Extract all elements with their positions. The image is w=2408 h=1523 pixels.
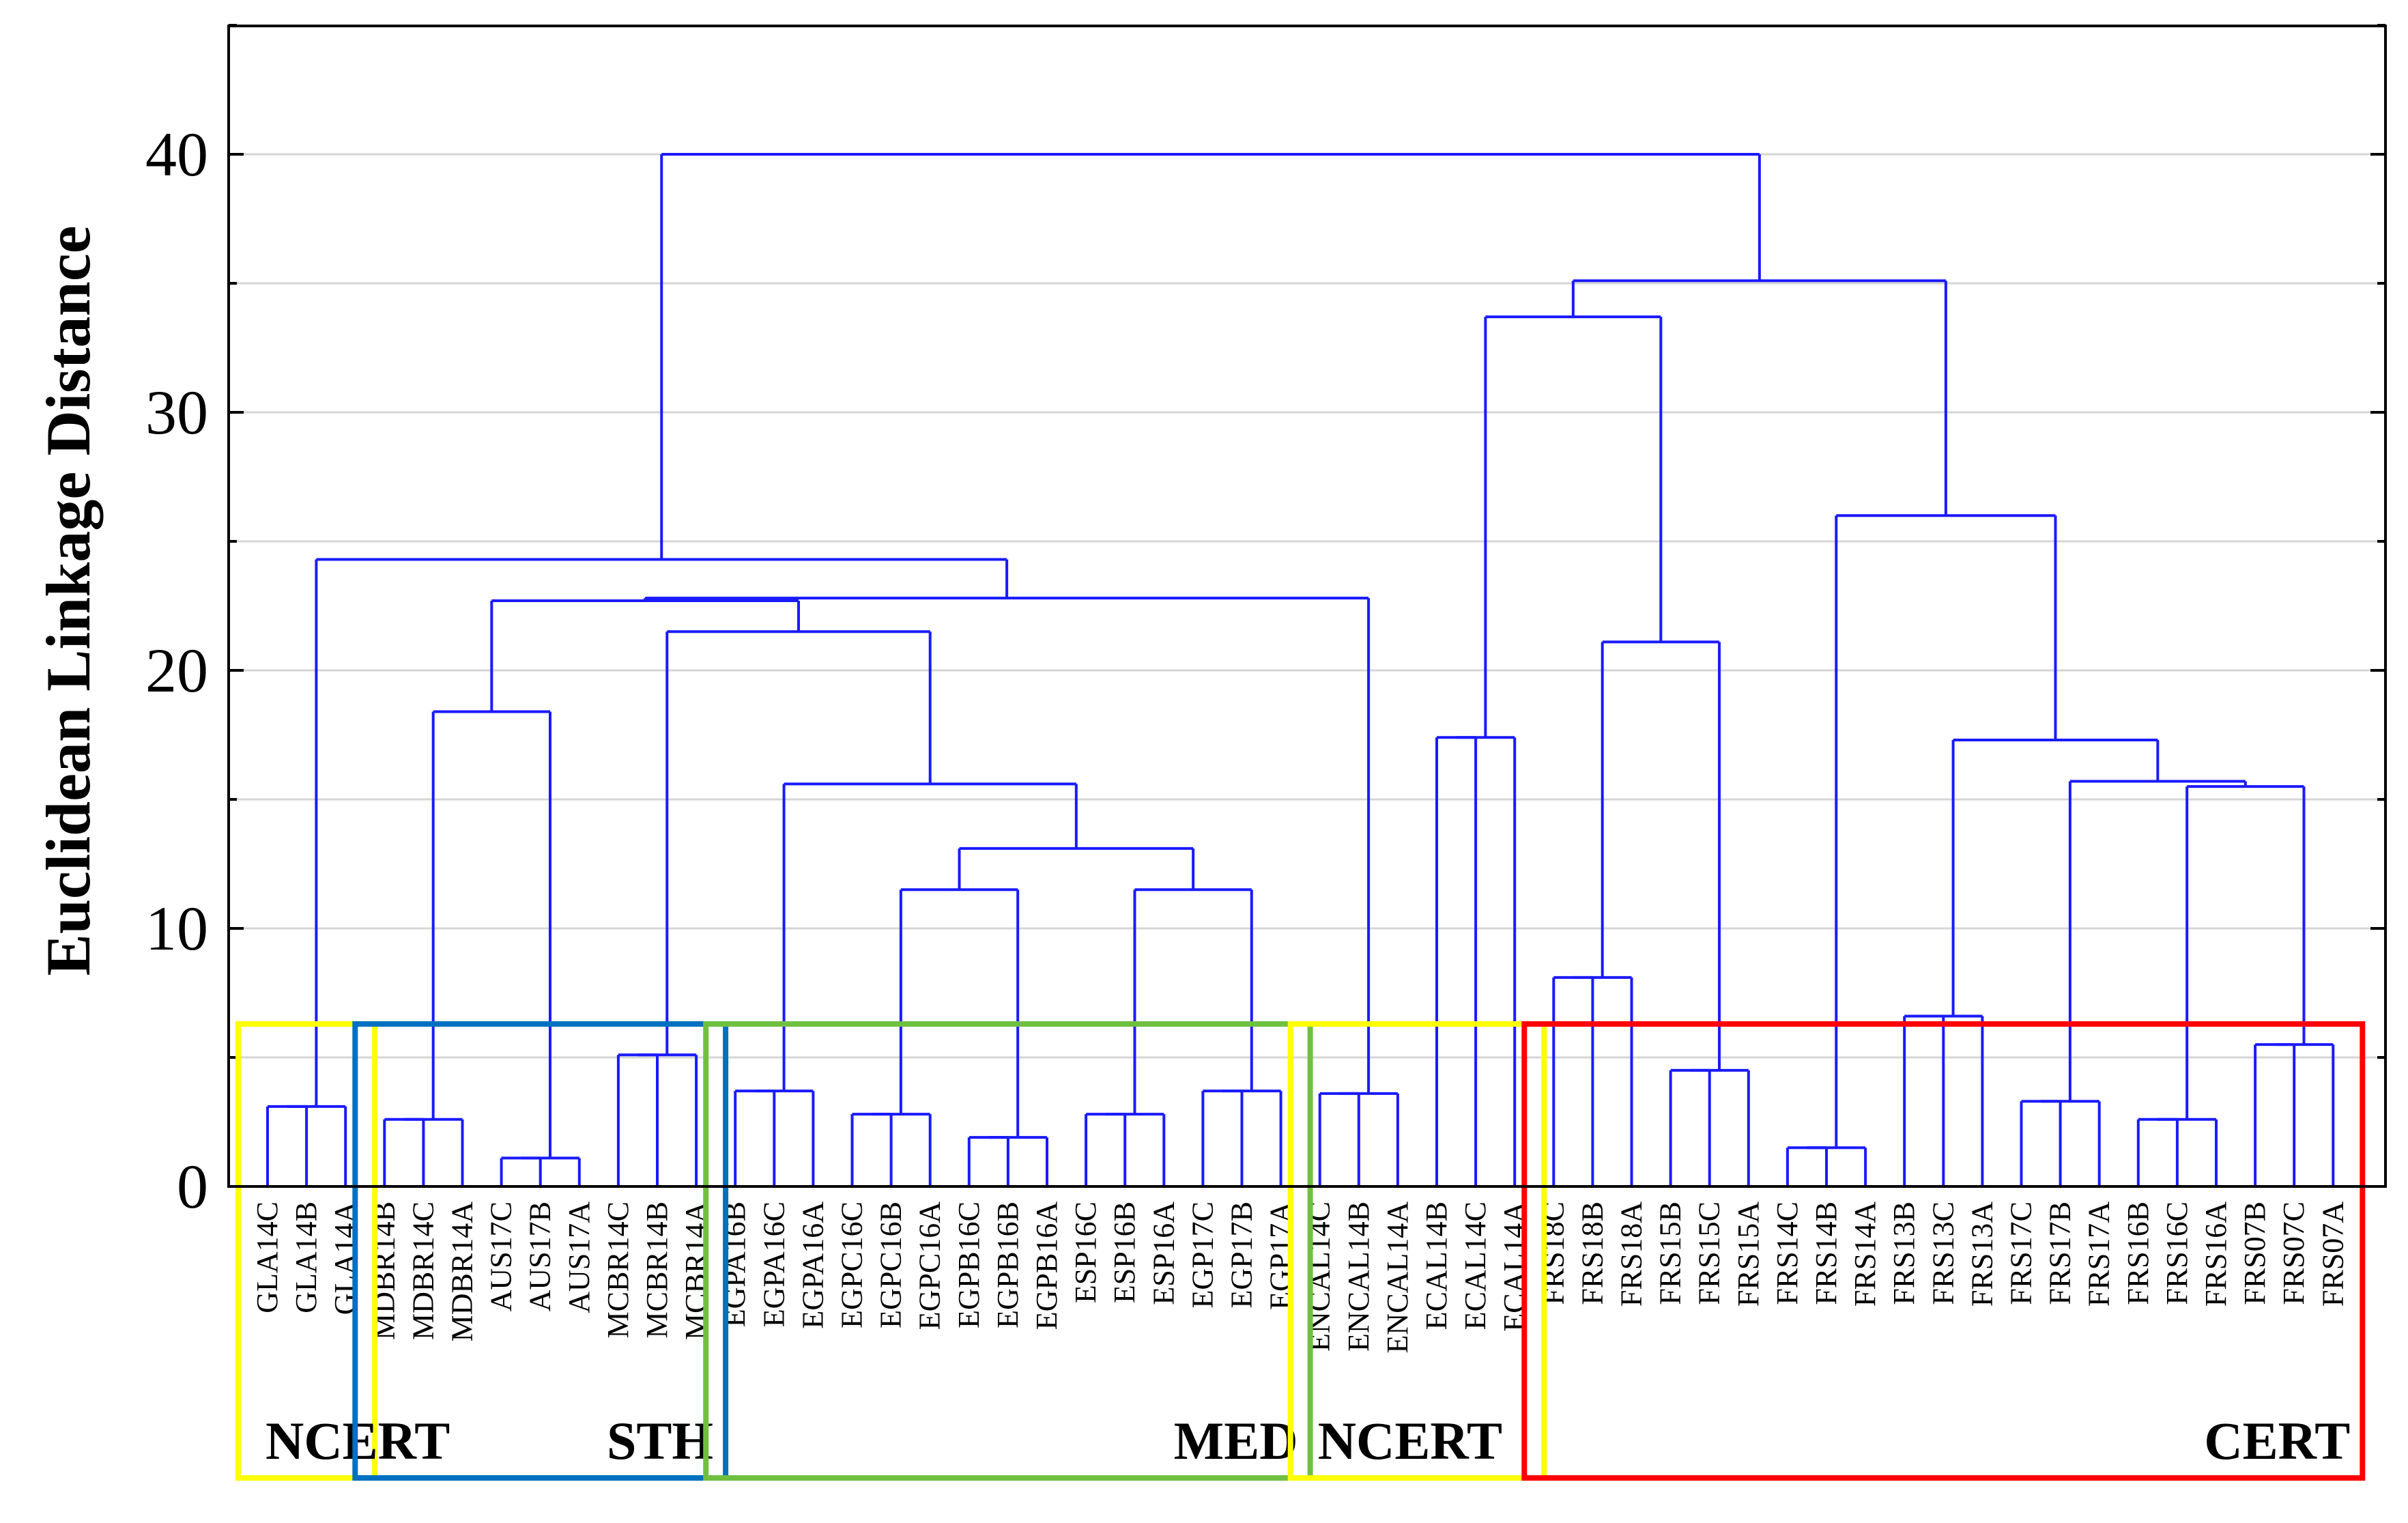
leaf-label: FRS18A [1615,1201,1648,1307]
leaf-label: FRS07C [2277,1201,2310,1305]
leaf-label: EGPA16A [796,1201,829,1329]
leaf-label: FRS17B [2044,1201,2077,1305]
leaf-label: ECAL14B [1420,1201,1453,1330]
leaf-label: FRS14C [1771,1201,1804,1305]
dendrogram-links [266,153,2335,1186]
y-tick-label: 0 [177,1152,208,1221]
leaf-label: FRS16A [2199,1201,2233,1307]
group-label: NCERT [1318,1411,1502,1470]
leaf-label: MDBR14C [406,1201,440,1340]
group-box [235,1021,378,1481]
group-box [1287,1021,1547,1481]
group-label: STH [607,1411,713,1470]
leaf-label: FRS16C [2160,1201,2194,1305]
leaf-label: FRS13A [1965,1201,1998,1307]
leaf-label: ESP16B [1108,1201,1141,1303]
leaf-label: FRS18B [1575,1201,1609,1305]
leaf-label: MDBR14A [446,1201,479,1342]
gridlines [229,153,2385,1059]
leaf-label: EGPA16C [757,1201,790,1327]
group-label: MED [1174,1411,1298,1470]
leaf-label: EGPC16A [913,1201,947,1330]
leaf-label: EGPC16B [874,1201,908,1328]
leaf-label: FRS17A [2082,1201,2116,1307]
plot-frame [227,25,2387,1188]
group-label: CERT [2204,1411,2350,1470]
leaf-label: GLA14C [250,1201,284,1313]
leaf-labels: GLA14C GLA14B GLA14A MDBR14B MDBR14C MDBR14A A… [250,1201,2349,1354]
leaf-label: EGPB16C [952,1201,986,1328]
group-boxes: NCERT STH MED NCERT CERT [235,1021,2366,1481]
leaf-label: MCBR14B [640,1201,674,1339]
y-tick-label: 20 [145,636,208,705]
leaf-label: EGP17B [1225,1201,1259,1308]
leaf-label: FRS13B [1887,1201,1921,1305]
leaf-label: AUS17B [524,1201,557,1311]
leaf-label: FRS16B [2121,1201,2155,1305]
leaf-label: EGPB16B [991,1201,1024,1328]
leaf-label: EGPC16C [835,1201,869,1328]
y-tick-label: 40 [145,119,208,189]
leaf-label: GLA14B [289,1201,323,1313]
group-box [352,1021,729,1481]
group-box [703,1021,1313,1481]
leaf-label: FRS14B [1809,1201,1843,1305]
leaf-label: FRS15B [1654,1201,1687,1305]
group-box [1521,1021,2366,1481]
leaf-label: EGP17C [1186,1201,1219,1308]
leaf-label: ENCAL14B [1342,1201,1375,1352]
leaf-label: FRS15C [1693,1201,1726,1305]
leaf-label: AUS17A [562,1201,596,1313]
leaf-label: FRS07B [2238,1201,2271,1305]
leaf-label: ESP16C [1069,1201,1102,1303]
leaf-label: ECAL14C [1459,1201,1492,1330]
leaf-label: MCBR14C [601,1201,635,1339]
leaf-label: AUS17C [485,1201,518,1311]
leaf-label: FRS14A [1848,1201,1882,1307]
y-tick-label: 30 [145,378,208,447]
leaf-label: FRS15A [1732,1201,1765,1307]
leaf-label: FRS07A [2316,1201,2349,1307]
leaf-label: ENCAL14A [1381,1201,1414,1354]
y-tick-label: 10 [145,894,208,963]
leaf-label: ESP16A [1147,1201,1180,1305]
leaf-label: FRS17C [2005,1201,2038,1305]
leaf-label: FRS13C [1926,1201,1960,1305]
leaf-label: EGPB16A [1030,1201,1063,1330]
y-axis-label: Euclidean Linkage Distance [33,225,103,976]
